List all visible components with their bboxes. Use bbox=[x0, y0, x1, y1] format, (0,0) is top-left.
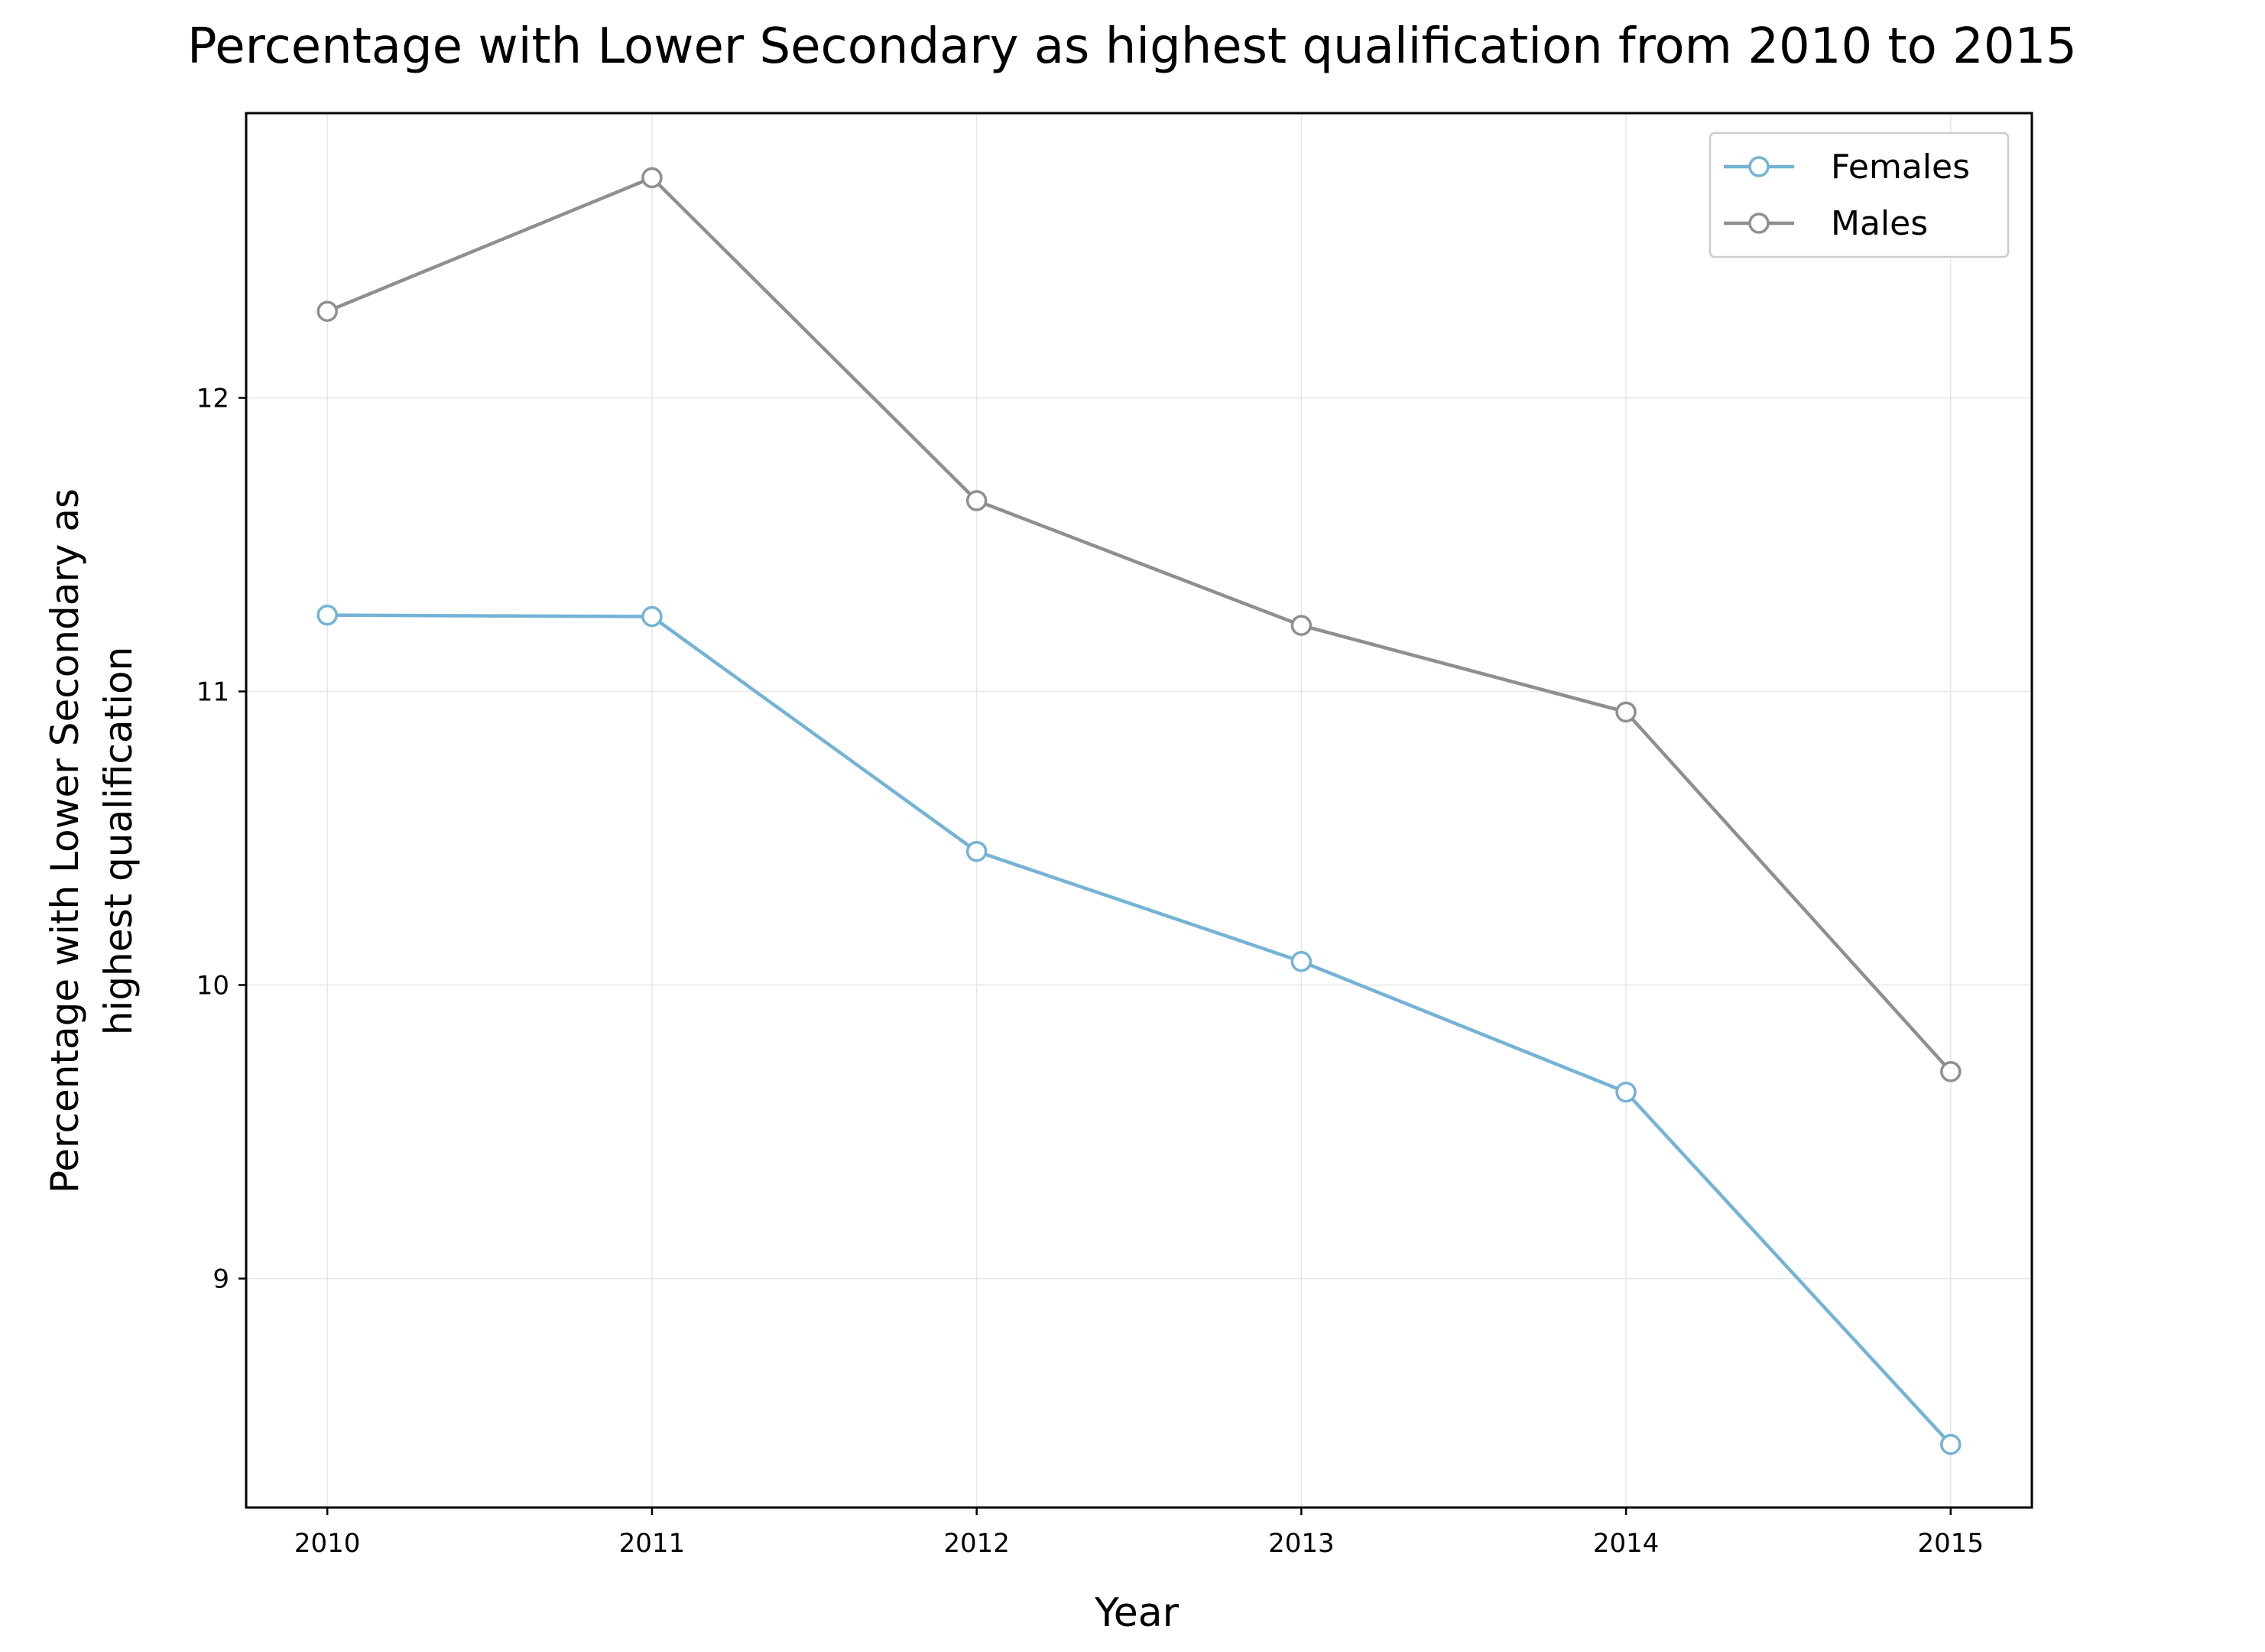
legend-item-males: Males bbox=[1724, 204, 1928, 243]
females-point bbox=[1615, 1081, 1637, 1103]
y-tick-label: 10 bbox=[196, 970, 229, 1001]
females-point bbox=[1290, 951, 1313, 972]
legend-swatch-marker bbox=[1748, 156, 1770, 177]
x-tick-label: 2010 bbox=[294, 1528, 361, 1559]
females-point bbox=[965, 841, 988, 862]
males-point bbox=[641, 167, 663, 189]
y-tick-label: 11 bbox=[196, 677, 229, 707]
legend-label: Males bbox=[1831, 204, 1928, 243]
legend-swatch-marker bbox=[1748, 213, 1770, 234]
legend-item-females: Females bbox=[1724, 148, 1970, 187]
series-layer bbox=[316, 167, 1962, 1456]
y-axis-label-line-2: highest qualification bbox=[96, 647, 141, 1036]
males-line bbox=[326, 176, 1952, 1073]
males-point bbox=[965, 490, 988, 511]
x-tick-label: 2014 bbox=[1593, 1528, 1660, 1559]
females-point bbox=[641, 605, 663, 628]
series-males bbox=[316, 167, 1962, 1082]
x-tick-label: 2015 bbox=[1918, 1528, 1984, 1559]
x-tick-label: 2013 bbox=[1268, 1528, 1335, 1559]
chart-title: Percentage with Lower Secondary as highe… bbox=[187, 18, 2077, 75]
legend: Females Males bbox=[1708, 131, 2010, 258]
axis-layer: 2010 2011 2012 2013 2014 2015 9 10 11 12 bbox=[196, 383, 1984, 1559]
legend-label: Females bbox=[1831, 148, 1970, 187]
females-line bbox=[327, 613, 1952, 1446]
males-point bbox=[1940, 1061, 1962, 1082]
males-point bbox=[316, 300, 338, 322]
grid-layer bbox=[246, 113, 2032, 1508]
x-tick-label: 2011 bbox=[619, 1528, 686, 1559]
females-point bbox=[316, 604, 338, 626]
series-females bbox=[316, 604, 1962, 1456]
y-axis-label-line-1: Percentage with Lower Secondary as bbox=[43, 488, 87, 1193]
males-point bbox=[1290, 615, 1313, 636]
males-point bbox=[1615, 701, 1637, 723]
plot-frame bbox=[245, 112, 2033, 1509]
x-axis-label: Year bbox=[1094, 1590, 1180, 1636]
y-tick-label: 9 bbox=[213, 1264, 229, 1294]
females-point bbox=[1940, 1433, 1962, 1456]
y-tick-label: 12 bbox=[196, 383, 229, 414]
legend-box bbox=[1708, 131, 2010, 258]
x-tick-label: 2012 bbox=[943, 1528, 1010, 1559]
y-axis-label: Percentage with Lower Secondary as highe… bbox=[43, 488, 141, 1193]
